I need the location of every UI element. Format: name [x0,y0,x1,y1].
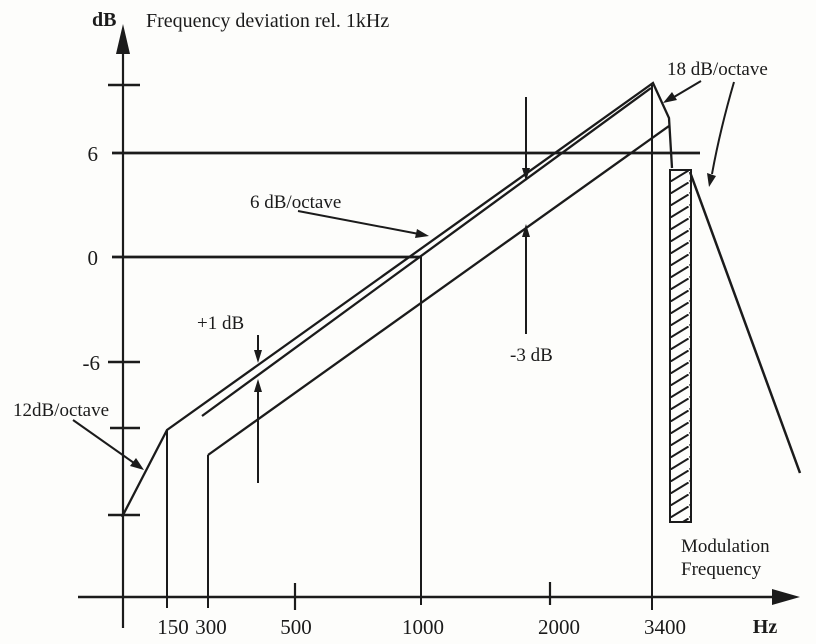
x-axis-arrowhead-icon [772,589,800,605]
y-tick-label-minus6: -6 [83,351,101,375]
x-tick-label-3400: 3400 [644,615,686,639]
x-tick-label-1000: 1000 [402,615,444,639]
y-axis-unit-label: dB [92,9,116,31]
x-axis-title-line1: Modulation [681,536,770,557]
x-tick-label-150: 150 [157,615,189,639]
minus3db-up-arrowhead-icon [522,224,530,237]
x-tick-label-300: 300 [195,615,227,639]
plus1db-down-arrowhead-icon [254,350,262,363]
chart-title: Frequency deviation rel. 1kHz [146,10,389,32]
annotation-12db-octave: 12dB/octave [13,400,109,421]
rolloff-guide-line [688,171,802,474]
slope12-arrowhead-icon [130,458,144,470]
annotation-plus1db: +1 dB [197,313,244,334]
x-tick-label-2000: 2000 [538,615,580,639]
band-edge-hatched-bar [669,169,692,523]
upper-limit-curve [120,81,674,518]
annotation-minus3db: -3 dB [510,345,553,366]
x-tick-label-500: 500 [280,615,312,639]
y-axis-arrowhead-icon [116,24,130,54]
slope6-arrowhead-icon [415,229,429,238]
slope18-arrowhead-right-icon [707,173,716,187]
plus1db-up-arrowhead-icon [254,379,262,392]
annotation-18db-octave: 18 dB/octave [667,59,768,80]
minus3db-down-arrowhead-icon [522,168,530,181]
slope18-pointer-line-left [673,80,702,98]
slope12-pointer-line [72,419,135,464]
nominal-curve [201,87,652,417]
y-tick-label-0: 0 [88,246,99,270]
lower-limit-curve [207,125,670,456]
y-tick-label-6: 6 [88,142,99,166]
x-axis-title-line2: Frequency [681,559,762,580]
slope6-pointer-line [297,210,420,235]
x-axis-unit-label: Hz [753,616,778,638]
slope18-pointer-line-right [711,81,735,175]
slope18-arrowhead-left-icon [663,92,677,103]
annotation-6db-octave: 6 dB/octave [250,192,341,213]
